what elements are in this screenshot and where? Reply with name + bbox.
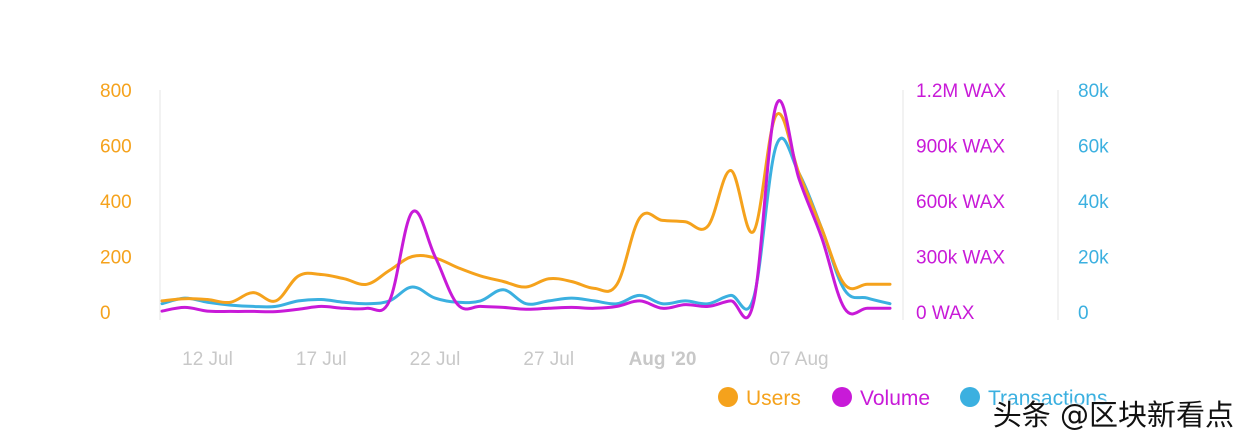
volume-axis-tick-label: 900k WAX [916, 137, 1005, 158]
users-axis-tick-label: 200 [100, 248, 132, 269]
x-axis-tick-label: 17 Jul [296, 349, 347, 370]
series-line-transactions [160, 136, 892, 311]
transactions-axis-tick-label: 20k [1078, 248, 1109, 269]
volume-axis-tick-label: 1.2M WAX [916, 81, 1006, 102]
legend-marker-transactions [960, 387, 980, 407]
transactions-axis-tick-label: 80k [1078, 81, 1109, 102]
x-axis-tick-label: 27 Jul [523, 349, 574, 370]
transactions-axis-tick-label: 0 [1078, 303, 1089, 324]
transactions-axis-tick-label: 60k [1078, 137, 1109, 158]
volume-axis-tick-label: 300k WAX [916, 248, 1005, 269]
x-axis-tick-label: 12 Jul [182, 349, 233, 370]
legend-label-transactions: Transactions [988, 387, 1107, 410]
x-axis-tick-label: 22 Jul [410, 349, 461, 370]
users-axis-tick-label: 0 [100, 303, 111, 324]
users-axis-tick-label: 800 [100, 81, 132, 102]
users-axis-tick-label: 400 [100, 192, 132, 213]
legend-marker-users [718, 387, 738, 407]
transactions-axis-tick-label: 40k [1078, 192, 1109, 213]
users-axis-tick-label: 600 [100, 137, 132, 158]
legend-label-volume: Volume [860, 387, 930, 410]
series-line-users [160, 112, 892, 305]
series-line-volume [160, 99, 892, 320]
x-axis-tick-label: Aug '20 [629, 349, 697, 370]
volume-axis-tick-label: 600k WAX [916, 192, 1005, 213]
watermark-text: 头条 @区块新看点 [992, 398, 1234, 432]
legend-label-users: Users [746, 387, 801, 410]
x-axis-tick-label: 07 Aug [769, 349, 828, 370]
volume-axis-tick-label: 0 WAX [916, 303, 975, 324]
legend-marker-volume [832, 387, 852, 407]
